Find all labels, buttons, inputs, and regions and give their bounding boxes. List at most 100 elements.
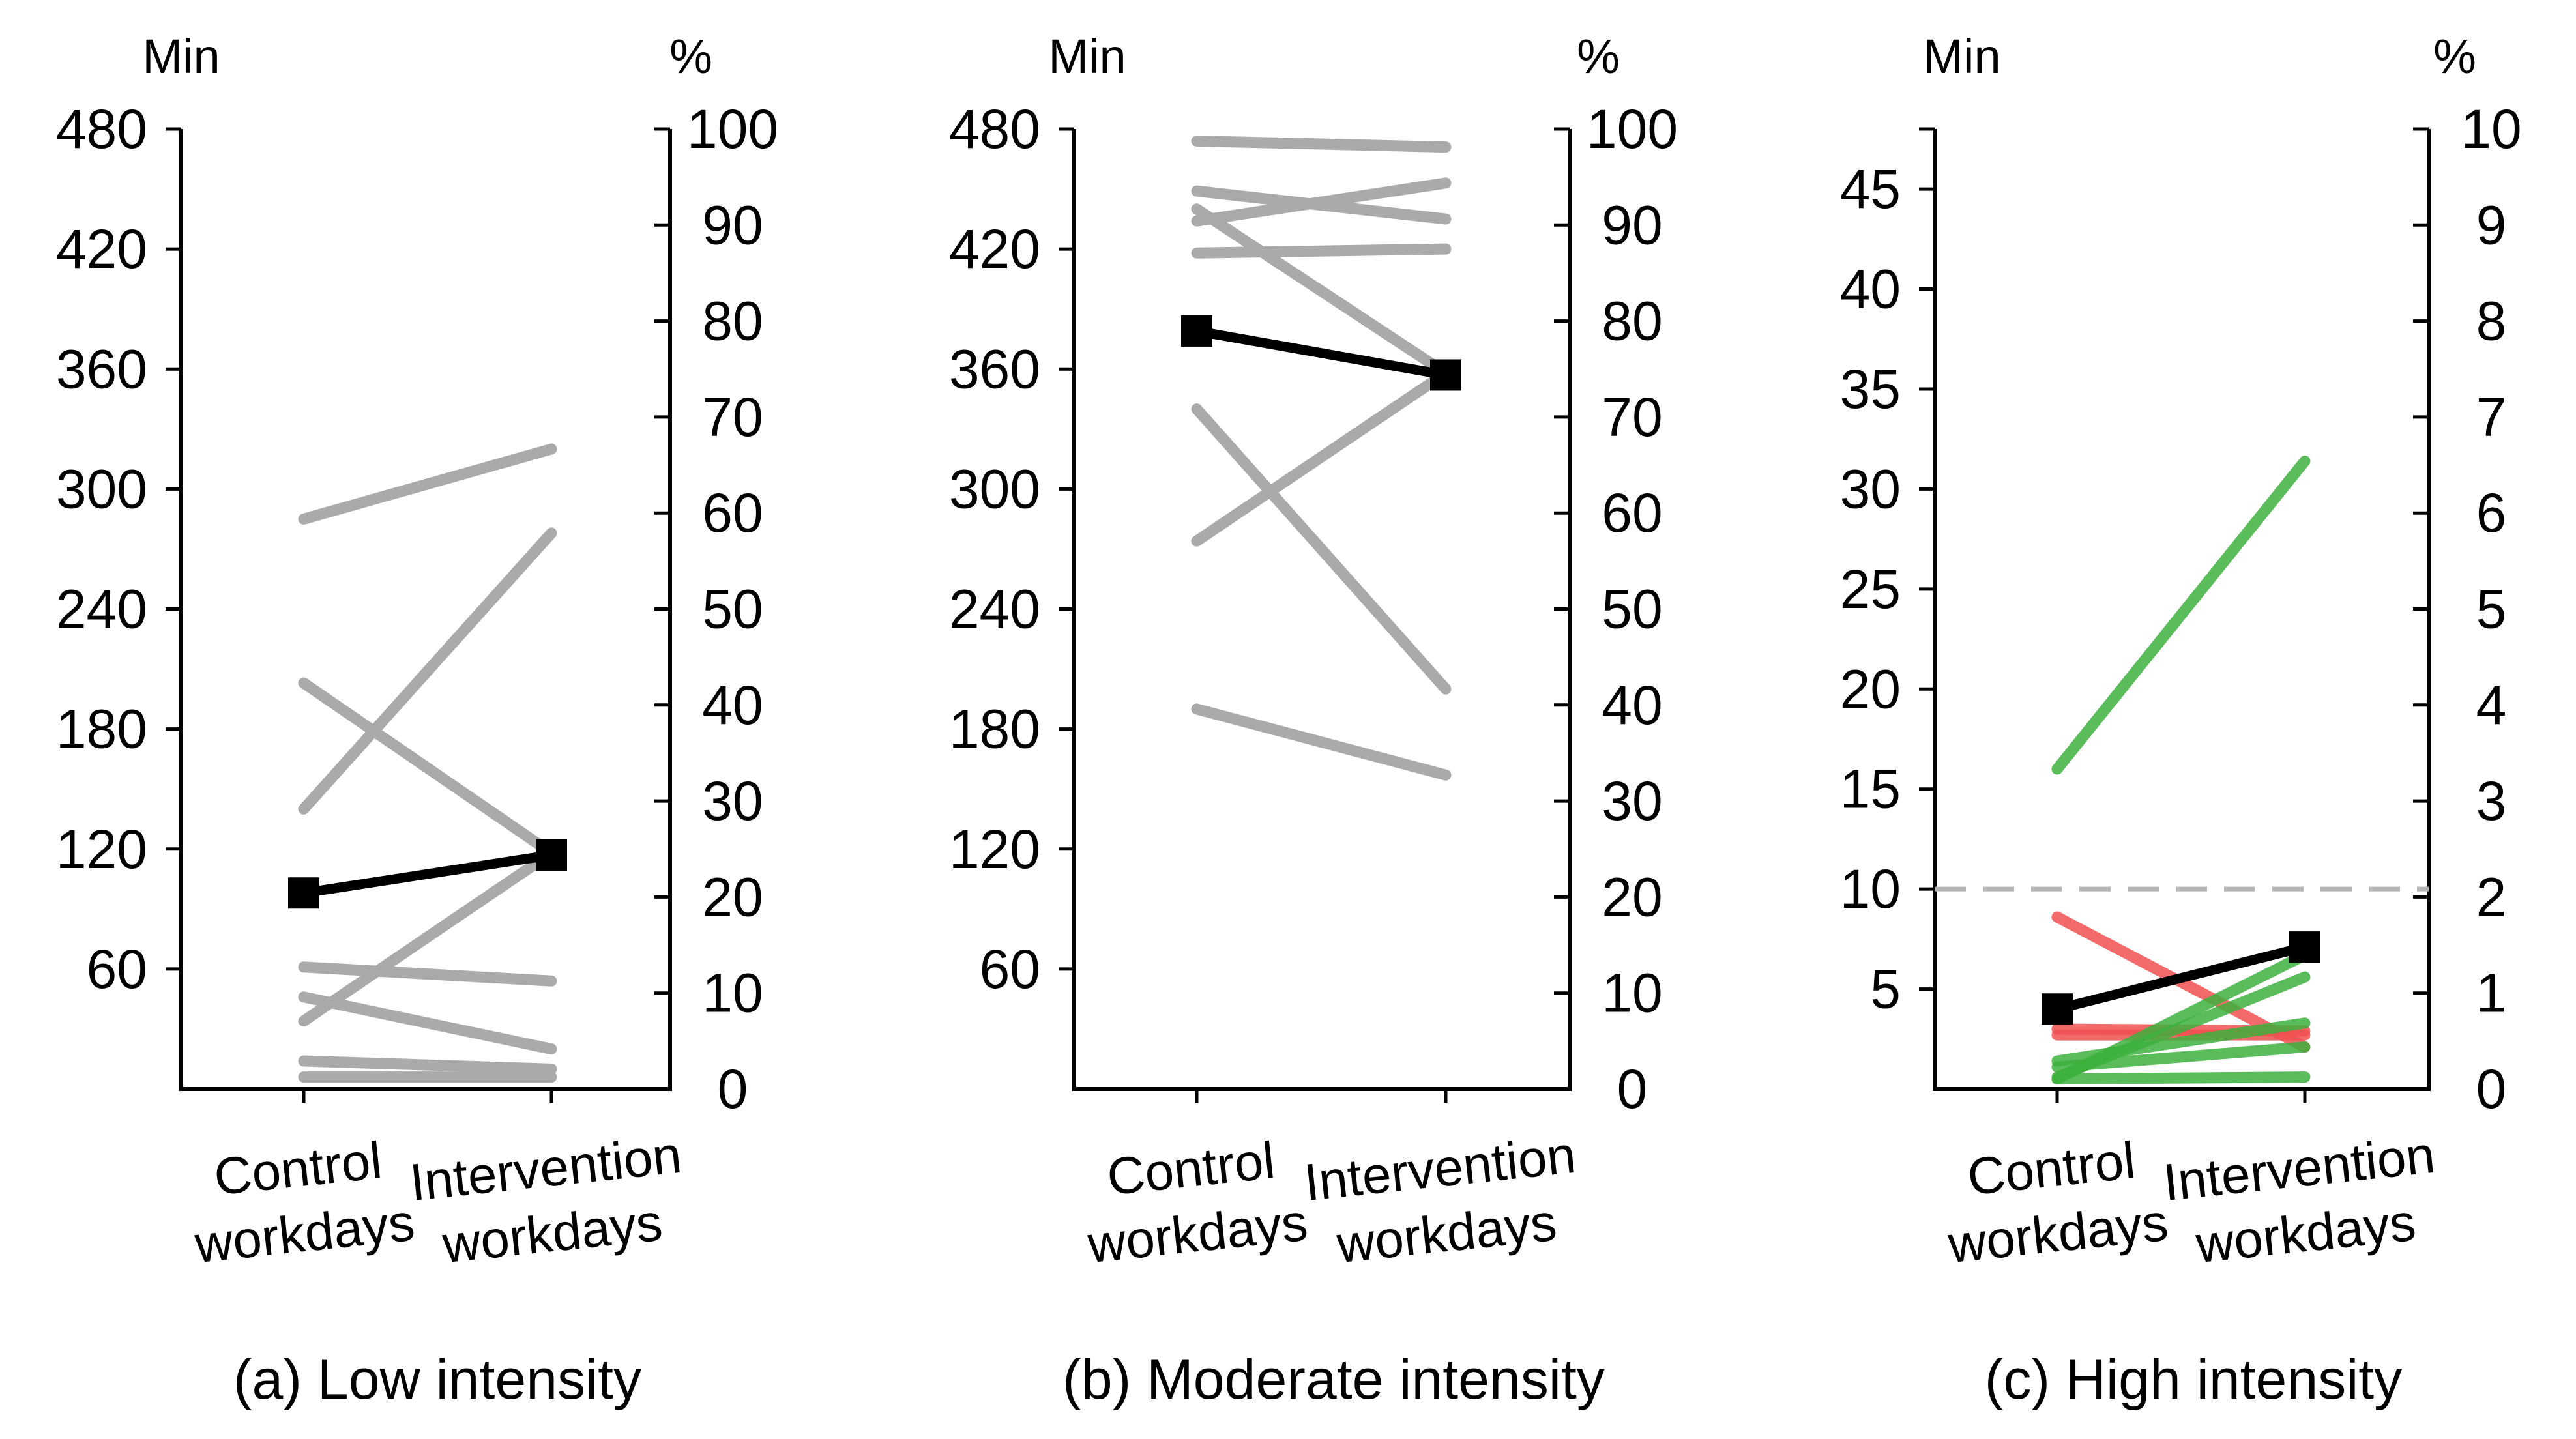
right-tick-label: 6 — [2476, 482, 2507, 544]
participant-series-line — [1191, 243, 1452, 259]
panel-caption: (b) Moderate intensity — [1062, 1348, 1605, 1411]
mean-point-intervention — [536, 839, 567, 871]
left-tick-label: 420 — [56, 218, 147, 280]
left-tick-label: 480 — [949, 98, 1040, 160]
right-tick-label: 0 — [2476, 1058, 2507, 1120]
left-tick-label: 25 — [1840, 559, 1901, 620]
right-tick-label: 8 — [2476, 291, 2507, 352]
right-tick-label: 4 — [2476, 675, 2507, 736]
mean-point-intervention — [1430, 359, 1461, 391]
participant-series-line — [298, 1055, 557, 1075]
right-tick-label: 20 — [702, 866, 763, 927]
category-label-line: Control — [211, 1131, 385, 1206]
left-tick-label: 45 — [1840, 158, 1901, 220]
mean-series-line — [1195, 326, 1447, 380]
right-tick-label: 50 — [1602, 579, 1662, 640]
right-tick-label: 70 — [702, 386, 763, 448]
right-tick-label: 100 — [1587, 98, 1678, 160]
right-tick-label: 1 — [2476, 963, 2507, 1024]
participant-series-line — [298, 961, 557, 987]
right-tick-label: 30 — [702, 770, 763, 832]
right-tick-label: 0 — [718, 1058, 748, 1120]
right-tick-label: 90 — [702, 194, 763, 255]
participant-series-line — [2051, 1041, 2311, 1073]
mean-series-line — [2056, 942, 2306, 1014]
left-tick-label: 10 — [1840, 858, 1901, 920]
chart-panel-2: Min % 60 120 180 240 300 360 420 480 0 10 20 30 40 50 60… — [949, 29, 1678, 1411]
right-tick-label: 80 — [1602, 291, 1662, 352]
right-tick-label: 40 — [1602, 675, 1662, 736]
left-tick-label: 240 — [56, 579, 147, 640]
participant-series-line — [1191, 177, 1452, 227]
right-tick-label: 70 — [1602, 386, 1662, 448]
right-tick-label: 7 — [2476, 386, 2507, 448]
left-tick-label: 30 — [1840, 458, 1901, 519]
category-label-line: Control — [1104, 1131, 1278, 1206]
right-tick-label: 10 — [2461, 98, 2521, 160]
left-tick-label: 180 — [949, 699, 1040, 760]
mean-series-line — [302, 850, 553, 898]
right-axis-unit: % — [669, 29, 712, 83]
right-tick-label: 40 — [702, 675, 763, 736]
category-label-line: Control — [1965, 1131, 2138, 1206]
right-tick-label: 9 — [2476, 194, 2507, 255]
participant-series-line — [2051, 455, 2311, 775]
chart-panel-1: Min % 60 120 180 240 300 360 420 480 0 10 20 30 40 50 60… — [56, 29, 778, 1411]
participant-series-line — [298, 991, 557, 1055]
left-axis-unit: Min — [142, 29, 220, 83]
right-tick-label: 60 — [1602, 482, 1662, 544]
right-tick-label: 60 — [702, 482, 763, 544]
mean-point-control — [2042, 993, 2073, 1025]
left-tick-label: 5 — [1870, 959, 1901, 1020]
participant-series-line — [298, 847, 557, 1027]
mean-point-control — [1181, 315, 1212, 347]
participant-series-line — [1191, 703, 1452, 781]
participant-series-line — [2051, 1017, 2311, 1067]
left-tick-label: 480 — [56, 98, 147, 160]
right-tick-label: 2 — [2476, 866, 2507, 927]
left-axis-unit: Min — [1048, 29, 1126, 83]
panel-caption: (a) Low intensity — [233, 1348, 641, 1411]
participant-series-line — [2051, 1071, 2311, 1085]
participant-series-line — [1191, 403, 1452, 695]
left-tick-label: 420 — [949, 218, 1040, 280]
right-tick-label: 10 — [702, 963, 763, 1024]
right-tick-label: 10 — [1602, 963, 1662, 1024]
left-axis-unit: Min — [1923, 29, 2000, 83]
left-tick-label: 35 — [1840, 358, 1901, 420]
participant-series-line — [1191, 203, 1452, 379]
right-axis-unit: % — [2433, 29, 2476, 83]
right-tick-label: 50 — [702, 579, 763, 640]
participant-series-line — [1191, 135, 1452, 153]
left-tick-label: 120 — [949, 819, 1040, 880]
left-tick-label: 20 — [1840, 658, 1901, 720]
left-tick-label: 15 — [1840, 759, 1901, 820]
participant-series-line — [298, 527, 557, 815]
participant-series-line — [298, 443, 557, 525]
participant-series-line — [298, 677, 557, 859]
left-tick-label: 180 — [56, 699, 147, 760]
left-tick-label: 40 — [1840, 259, 1901, 320]
right-tick-label: 3 — [2476, 770, 2507, 832]
left-tick-label: 120 — [56, 819, 147, 880]
right-tick-label: 90 — [1602, 194, 1662, 255]
mean-point-control — [288, 877, 319, 909]
left-tick-label: 60 — [980, 938, 1040, 1000]
right-tick-label: 20 — [1602, 866, 1662, 927]
right-tick-label: 80 — [702, 291, 763, 352]
left-tick-label: 360 — [949, 338, 1040, 400]
right-tick-label: 5 — [2476, 579, 2507, 640]
left-tick-label: 240 — [949, 579, 1040, 640]
left-tick-label: 60 — [87, 938, 147, 1000]
right-tick-label: 100 — [687, 98, 778, 160]
left-tick-label: 300 — [949, 458, 1040, 519]
right-tick-label: 30 — [1602, 770, 1662, 832]
left-tick-label: 300 — [56, 458, 147, 519]
right-axis-unit: % — [1577, 29, 1620, 83]
right-tick-label: 0 — [1617, 1058, 1648, 1120]
